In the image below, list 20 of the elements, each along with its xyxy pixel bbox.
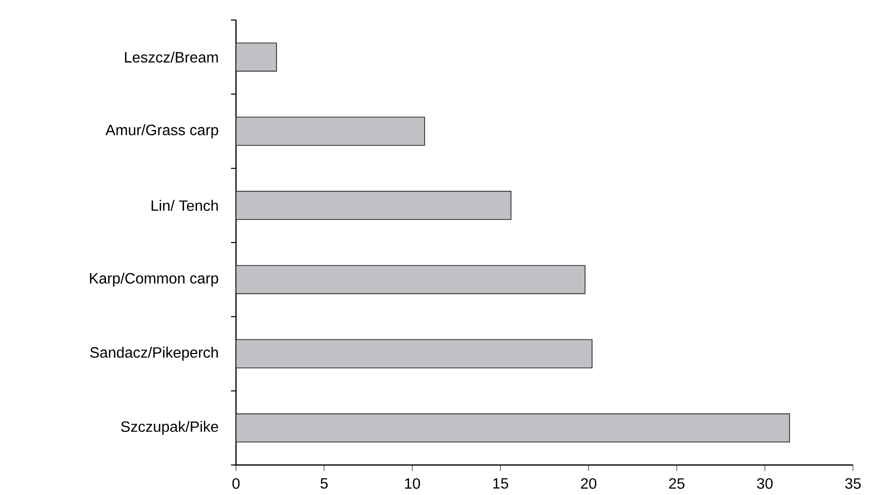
y-tick-label: Karp/Common carp [90,272,218,287]
x-tick-label: 10 [405,478,420,489]
bar [236,265,586,294]
y-tick-label: Lin/ Tench [152,200,218,211]
x-tick-label: 35 [845,478,861,489]
bar [236,42,277,72]
y-tick-label: Leszcz/Bream [125,52,218,63]
x-tick-label: 5 [320,478,328,489]
x-tick-label: 25 [669,478,684,489]
y-tick-label: Sandacz/Pikeperch [90,346,218,361]
bar [236,116,426,146]
x-tick-label: 15 [493,478,508,489]
x-tick-label: 30 [757,478,773,489]
bar [236,190,512,220]
y-tick-label: Amur/Grass carp [105,124,218,138]
bar [236,339,592,368]
x-tick-label: 0 [232,478,240,489]
x-tick-label: 20 [580,478,596,489]
bar [236,413,790,442]
y-tick-label: Szczupak/Pike [121,420,218,435]
